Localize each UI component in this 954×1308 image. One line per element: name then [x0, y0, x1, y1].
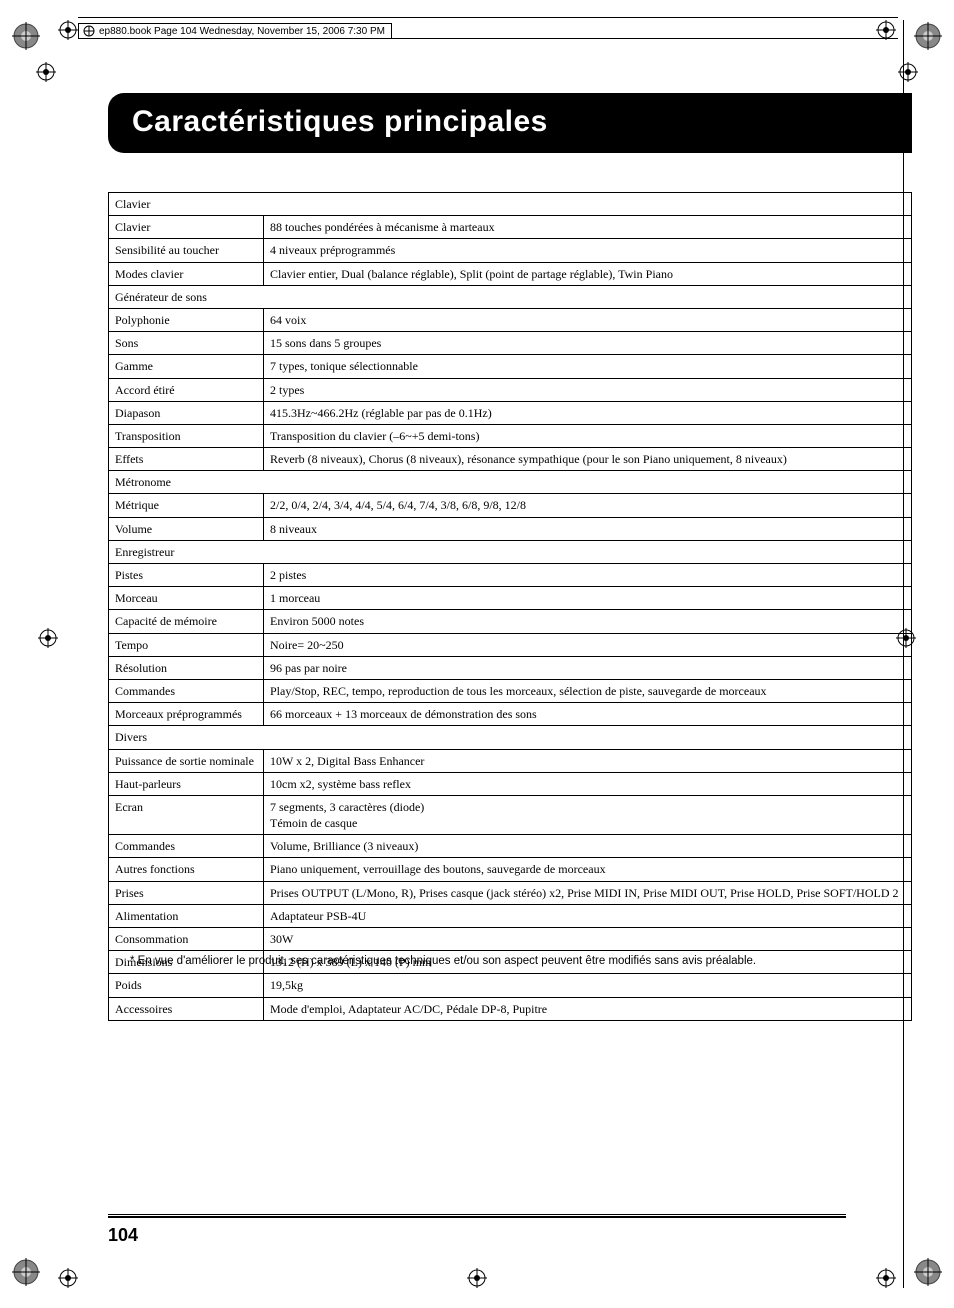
spec-label: Morceau: [109, 587, 264, 610]
spec-label: Commandes: [109, 835, 264, 858]
spec-label: Effets: [109, 448, 264, 471]
header-text: ep880.book Page 104 Wednesday, November …: [99, 26, 385, 37]
spec-label: Transposition: [109, 424, 264, 447]
page-number: 104: [108, 1225, 138, 1246]
section-header: Clavier: [109, 193, 912, 216]
spec-label: Sensibilité au toucher: [109, 239, 264, 262]
spec-value: Piano uniquement, verrouillage des bouto…: [264, 858, 912, 881]
page-title: Caractéristiques principales: [108, 93, 912, 153]
register-bottom-right: [876, 1268, 896, 1288]
spec-value: 7 segments, 3 caractères (diode)Témoin d…: [264, 795, 912, 834]
spec-value: Clavier entier, Dual (balance réglable),…: [264, 262, 912, 285]
spec-value: Volume, Brilliance (3 niveaux): [264, 835, 912, 858]
spec-label: Accord étiré: [109, 378, 264, 401]
section-header: Enregistreur: [109, 540, 912, 563]
cropmark-br-outer: [914, 1258, 942, 1286]
spec-value: Noire= 20~250: [264, 633, 912, 656]
register-top-right: [876, 20, 896, 40]
spec-value: Play/Stop, REC, tempo, reproduction de t…: [264, 679, 912, 702]
header-rule: [78, 17, 898, 18]
page-title-text: Caractéristiques principales: [132, 105, 548, 138]
running-header: ep880.book Page 104 Wednesday, November …: [78, 23, 876, 39]
spec-label: Consommation: [109, 928, 264, 951]
spec-label: Capacité de mémoire: [109, 610, 264, 633]
spec-value: 10W x 2, Digital Bass Enhancer: [264, 749, 912, 772]
spec-value: Mode d'emploi, Adaptateur AC/DC, Pédale …: [264, 997, 912, 1020]
spec-label: Morceaux préprogrammés: [109, 703, 264, 726]
section-header: Générateur de sons: [109, 285, 912, 308]
register-bottom-center: [467, 1268, 487, 1288]
spec-table: ClavierClavier88 touches pondérées à méc…: [108, 192, 912, 1021]
spec-value: 66 morceaux + 13 morceaux de démonstrati…: [264, 703, 912, 726]
spec-value: 8 niveaux: [264, 517, 912, 540]
spec-value: 15 sons dans 5 groupes: [264, 332, 912, 355]
spec-value: 64 voix: [264, 308, 912, 331]
spec-label: Haut-parleurs: [109, 772, 264, 795]
footnote: * En vue d'améliorer le produit, ses car…: [130, 953, 846, 969]
spec-value: 4 niveaux préprogrammés: [264, 239, 912, 262]
spec-value: Transposition du clavier (–6~+5 demi-ton…: [264, 424, 912, 447]
spec-label: Autres fonctions: [109, 858, 264, 881]
register-top: [58, 20, 78, 40]
spec-label: Puissance de sortie nominale: [109, 749, 264, 772]
spec-value: 1 morceau: [264, 587, 912, 610]
spec-value: 2 types: [264, 378, 912, 401]
spec-value: 415.3Hz~466.2Hz (réglable par pas de 0.1…: [264, 401, 912, 424]
spec-value: 7 types, tonique sélectionnable: [264, 355, 912, 378]
spec-label: Gamme: [109, 355, 264, 378]
spec-value: Environ 5000 notes: [264, 610, 912, 633]
spec-value: 2/2, 0/4, 2/4, 3/4, 4/4, 5/4, 6/4, 7/4, …: [264, 494, 912, 517]
spec-label: Modes clavier: [109, 262, 264, 285]
spec-label: Accessoires: [109, 997, 264, 1020]
cropmark-tl-outer: [12, 22, 40, 50]
spec-label: Volume: [109, 517, 264, 540]
book-icon: [83, 25, 95, 37]
spec-label: Sons: [109, 332, 264, 355]
spec-label: Prises: [109, 881, 264, 904]
spec-value: 30W: [264, 928, 912, 951]
spec-label: Pistes: [109, 564, 264, 587]
register-top-left-inner: [36, 62, 56, 82]
section-header: Divers: [109, 726, 912, 749]
spec-label: Résolution: [109, 656, 264, 679]
spec-value: 2 pistes: [264, 564, 912, 587]
register-top-right-inner: [898, 62, 918, 82]
page: ep880.book Page 104 Wednesday, November …: [0, 0, 954, 1308]
page-rule: [108, 1214, 846, 1218]
spec-label: Métrique: [109, 494, 264, 517]
spec-label: Polyphonie: [109, 308, 264, 331]
cropmark-bl-outer: [12, 1258, 40, 1286]
register-bottom-left: [58, 1268, 78, 1288]
spec-value: Adaptateur PSB-4U: [264, 904, 912, 927]
spec-value: 88 touches pondérées à mécanisme à marte…: [264, 216, 912, 239]
spec-value: 10cm x2, système bass reflex: [264, 772, 912, 795]
cropmark-tr-outer: [914, 22, 942, 50]
register-mid-left: [38, 628, 58, 648]
spec-label: Commandes: [109, 679, 264, 702]
spec-value: 19,5kg: [264, 974, 912, 997]
spec-value: 96 pas par noire: [264, 656, 912, 679]
spec-label: Poids: [109, 974, 264, 997]
spec-label: Diapason: [109, 401, 264, 424]
spec-label: Alimentation: [109, 904, 264, 927]
section-header: Métronome: [109, 471, 912, 494]
spec-label: Clavier: [109, 216, 264, 239]
spec-value: Reverb (8 niveaux), Chorus (8 niveaux), …: [264, 448, 912, 471]
spec-label: Ecran: [109, 795, 264, 834]
spec-value: Prises OUTPUT (L/Mono, R), Prises casque…: [264, 881, 912, 904]
spec-label: Tempo: [109, 633, 264, 656]
